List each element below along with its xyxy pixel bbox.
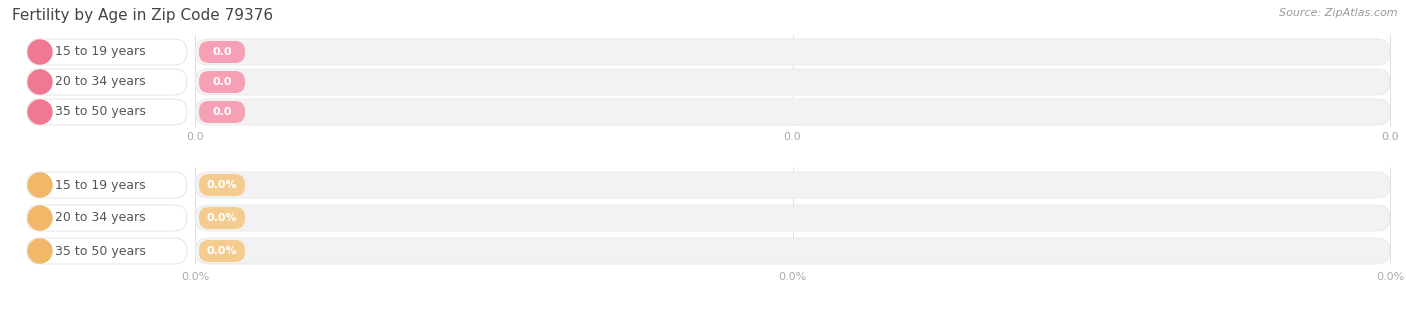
FancyBboxPatch shape: [200, 207, 245, 229]
Text: 0.0%: 0.0%: [207, 180, 238, 190]
Text: 15 to 19 years: 15 to 19 years: [55, 46, 146, 58]
FancyBboxPatch shape: [195, 205, 1391, 231]
FancyBboxPatch shape: [195, 69, 1391, 95]
FancyBboxPatch shape: [195, 172, 1391, 198]
FancyBboxPatch shape: [200, 71, 245, 93]
Text: 15 to 19 years: 15 to 19 years: [55, 179, 146, 191]
Text: 35 to 50 years: 35 to 50 years: [55, 245, 146, 257]
Text: 0.0%: 0.0%: [1376, 272, 1405, 282]
Circle shape: [28, 70, 52, 94]
FancyBboxPatch shape: [195, 99, 1391, 125]
FancyBboxPatch shape: [200, 240, 245, 262]
FancyBboxPatch shape: [27, 99, 187, 125]
FancyBboxPatch shape: [27, 238, 187, 264]
FancyBboxPatch shape: [27, 39, 187, 65]
Text: 0.0%: 0.0%: [207, 213, 238, 223]
Circle shape: [28, 206, 52, 230]
Text: 0.0: 0.0: [212, 77, 232, 87]
Circle shape: [28, 100, 52, 124]
FancyBboxPatch shape: [27, 69, 187, 95]
Text: 0.0: 0.0: [212, 107, 232, 117]
FancyBboxPatch shape: [195, 238, 1391, 264]
FancyBboxPatch shape: [195, 39, 1391, 65]
Text: 0.0: 0.0: [186, 132, 204, 142]
FancyBboxPatch shape: [200, 174, 245, 196]
Text: 0.0: 0.0: [783, 132, 801, 142]
Text: 20 to 34 years: 20 to 34 years: [55, 76, 146, 88]
Circle shape: [28, 239, 52, 263]
Text: Source: ZipAtlas.com: Source: ZipAtlas.com: [1279, 8, 1398, 18]
Text: 0.0%: 0.0%: [181, 272, 209, 282]
FancyBboxPatch shape: [200, 101, 245, 123]
Text: Fertility by Age in Zip Code 79376: Fertility by Age in Zip Code 79376: [13, 8, 273, 23]
Text: 35 to 50 years: 35 to 50 years: [55, 106, 146, 118]
FancyBboxPatch shape: [27, 205, 187, 231]
Text: 0.0%: 0.0%: [779, 272, 807, 282]
Text: 0.0: 0.0: [212, 47, 232, 57]
Text: 0.0: 0.0: [1381, 132, 1399, 142]
Circle shape: [28, 173, 52, 197]
Text: 0.0%: 0.0%: [207, 246, 238, 256]
FancyBboxPatch shape: [27, 172, 187, 198]
Text: 20 to 34 years: 20 to 34 years: [55, 212, 146, 224]
FancyBboxPatch shape: [200, 41, 245, 63]
Circle shape: [28, 40, 52, 64]
